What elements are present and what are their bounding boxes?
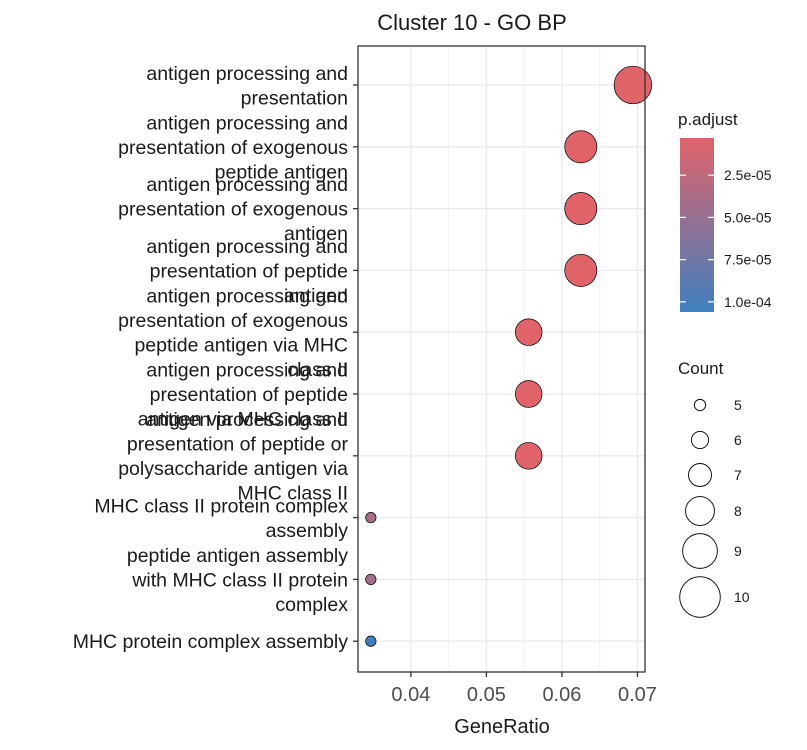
x-tick-label: 0.07 [618, 684, 657, 706]
y-tick-label-line: peptide antigen assembly [127, 545, 348, 567]
x-axis: 0.04 0.05 0.06 0.07 [391, 672, 657, 706]
y-tick-label: antigen processing and presentation of pe… [146, 236, 348, 307]
y-tick-label: MHC protein complex assembly [73, 631, 349, 653]
size-legend-circle [679, 576, 721, 618]
color-legend-label: 5.0e-05 [724, 209, 772, 225]
data-point [514, 318, 543, 346]
y-tick-label: peptide antigen assembly with MHC class I… [127, 545, 348, 616]
x-tick-label: 0.04 [391, 684, 430, 706]
size-legend-label: 10 [734, 589, 750, 605]
size-legend-label: 7 [734, 467, 742, 483]
size-legend-label: 8 [734, 503, 742, 519]
data-point [564, 253, 598, 287]
size-legend-circle [693, 398, 707, 412]
chart-title: Cluster 10 - GO BP [377, 10, 567, 35]
y-tick-label: antigen processing and presentation of pe… [118, 409, 348, 505]
y-tick-label: antigen processing and presentation of ex… [118, 112, 348, 183]
y-tick-label-line: antigen processing and [146, 174, 348, 196]
data-point [613, 65, 653, 105]
color-legend-label: 7.5e-05 [724, 252, 772, 268]
y-tick-label-line: class II [287, 359, 348, 381]
plot-panel [357, 45, 653, 673]
y-tick-label-line: MHC class II [237, 483, 348, 505]
y-tick-label-line: antigen processing and [146, 360, 348, 382]
y-tick-label-line: MHC protein complex assembly [73, 631, 349, 653]
color-legend: p.adjust 2.5e-05 5.0e-05 7.5e-05 1.0e-04 [678, 110, 772, 312]
y-tick-label: antigen processing and presentation of ex… [118, 174, 348, 245]
y-tick-label-line: peptide antigen via MHC [134, 334, 348, 356]
size-legend-circle [682, 533, 718, 569]
panel-background [358, 46, 645, 672]
y-tick-label-line: antigen [284, 285, 348, 307]
size-legend-circle [690, 430, 710, 450]
y-tick-label-line: presentation of peptide [150, 260, 348, 282]
size-legend-label: 9 [734, 543, 742, 559]
y-tick-label-line: antigen processing and [146, 112, 348, 134]
data-point [564, 130, 598, 164]
data-point [365, 635, 377, 647]
y-tick-label-line: presentation of peptide or [127, 434, 349, 456]
size-legend-circle [685, 496, 715, 526]
y-tick-label-line: presentation of exogenous [118, 137, 348, 159]
y-tick-label-line: antigen processing and [146, 409, 348, 431]
y-tick-label-line: presentation of exogenous [118, 199, 348, 221]
color-legend-label: 2.5e-05 [724, 167, 772, 183]
size-legend-label: 5 [734, 397, 742, 413]
y-tick-label: MHC class II protein complex assembly [94, 495, 348, 542]
x-tick-label: 0.06 [542, 684, 581, 706]
color-legend-label: 1.0e-04 [724, 294, 772, 310]
data-point [514, 380, 543, 408]
y-tick-label-line: with MHC class II protein [131, 569, 348, 591]
data-point [564, 192, 598, 226]
color-bar [680, 138, 714, 312]
data-point [365, 573, 377, 585]
size-legend: Count 5 6 7 8 9 10 [678, 359, 750, 618]
y-tick-label-line: presentation of peptide [150, 384, 348, 406]
y-tick-label: antigen processing and presentation of pe… [138, 360, 348, 431]
x-tick-label: 0.05 [467, 684, 506, 706]
y-tick-label-line: antigen processing and [146, 285, 348, 307]
panel-border [357, 45, 646, 673]
y-tick-label-line: peptide antigen [215, 161, 348, 183]
data-point [514, 442, 543, 470]
y-tick-label-line: presentation [241, 87, 348, 109]
data-point [365, 512, 377, 524]
x-axis-title: GeneRatio [454, 716, 550, 738]
y-tick-label-line: antigen via MHC class II [138, 409, 348, 431]
y-axis-labels: antigen processing and presentationantige… [73, 63, 358, 653]
y-tick-label-line: complex [275, 594, 348, 616]
y-tick-label-line: antigen [284, 223, 348, 245]
size-legend-circle [688, 463, 712, 487]
y-tick-label-line: antigen processing and [146, 63, 348, 85]
size-legend-label: 6 [734, 432, 742, 448]
size-legend-title: Count [678, 359, 724, 378]
y-tick-label-line: antigen processing and [146, 236, 348, 258]
y-tick-label-line: presentation of exogenous [118, 310, 348, 332]
y-tick-label: antigen processing and presentation of ex… [118, 285, 348, 381]
y-tick-label-line: MHC class II protein complex [94, 495, 348, 517]
y-tick-label: antigen processing and presentation [146, 63, 348, 110]
y-tick-label-line: polysaccharide antigen via [118, 458, 348, 480]
y-tick-label-line: assembly [266, 520, 349, 542]
color-legend-title: p.adjust [678, 110, 738, 129]
